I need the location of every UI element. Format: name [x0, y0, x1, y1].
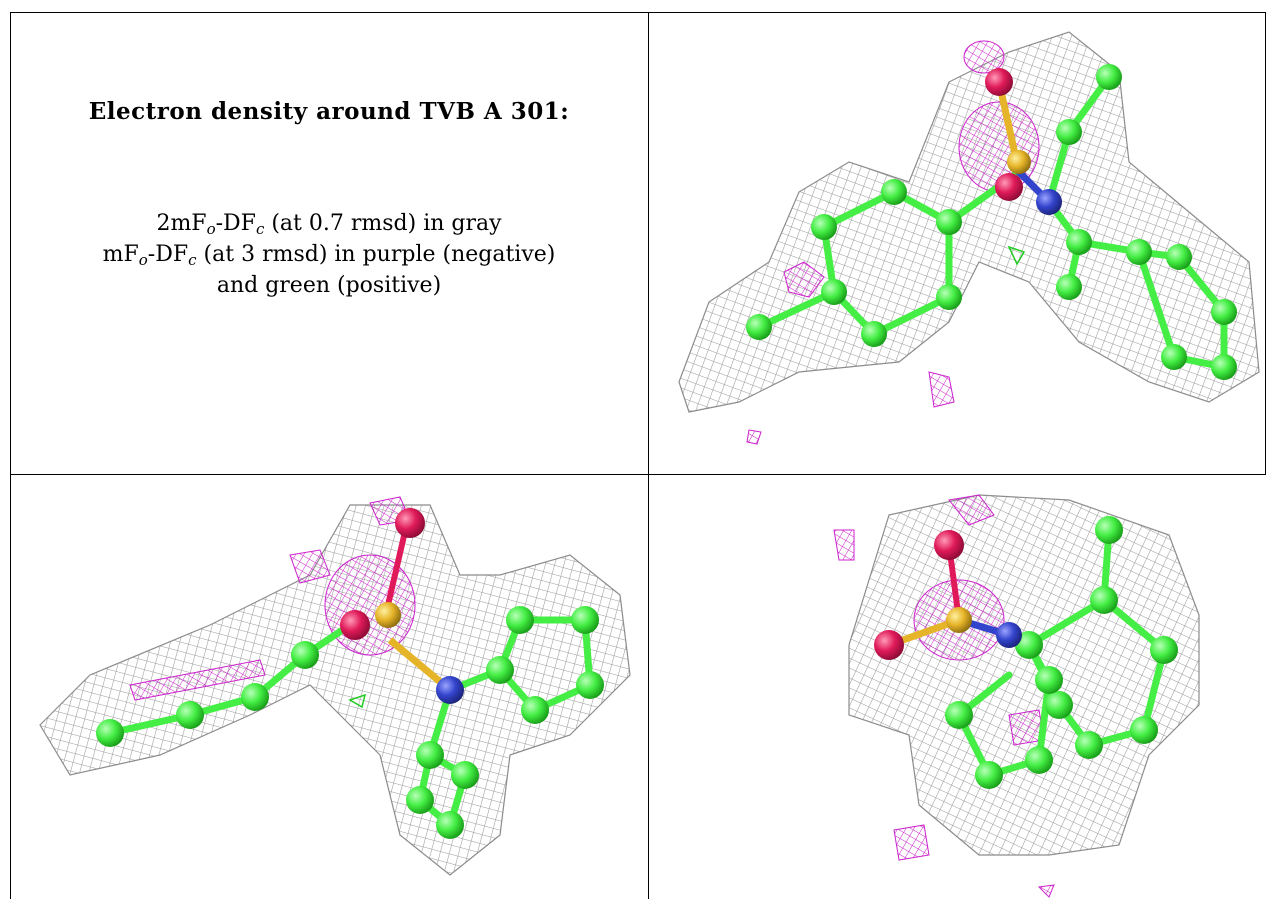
table-rule-middle: [10, 474, 1266, 475]
table-rule-right: [1265, 12, 1266, 474]
table-rule-top: [10, 12, 1266, 13]
legend-line-gray: 2mFo-DFc (at 0.7 rmsd) in gray: [156, 211, 502, 238]
density-view-1: [649, 12, 1266, 474]
table-rule-left: [10, 12, 11, 899]
figure-table: Electron density around TVB A 301: 2mFo-…: [10, 12, 1266, 899]
molecule-render-3: [833, 494, 1200, 898]
molecule-render-1: [678, 31, 1260, 445]
caption-cell: Electron density around TVB A 301: 2mFo-…: [10, 12, 648, 474]
legend-line-difference: mFo-DFc (at 3 rmsd) in purple (negative): [102, 242, 556, 269]
table-rule-center: [648, 12, 649, 899]
caption-legend: 2mFo-DFc (at 0.7 rmsd) in gray mFo-DFc (…: [10, 208, 648, 301]
density-view-2: [10, 475, 648, 899]
density-view-3: [649, 475, 1266, 899]
caption-title: Electron density around TVB A 301:: [88, 98, 570, 125]
molecule-render-2: [39, 496, 631, 876]
legend-line-positive: and green (positive): [216, 273, 442, 298]
